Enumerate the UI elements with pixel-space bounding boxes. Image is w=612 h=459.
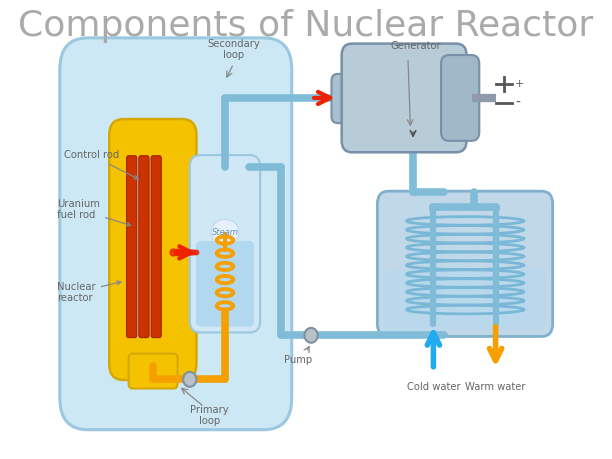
Ellipse shape <box>211 219 239 245</box>
FancyBboxPatch shape <box>341 44 466 152</box>
Text: +: + <box>515 78 524 89</box>
FancyBboxPatch shape <box>139 156 149 338</box>
Text: Primary
loop: Primary loop <box>190 404 228 426</box>
Text: Control rod: Control rod <box>64 150 138 179</box>
Text: Steam: Steam <box>212 228 239 237</box>
FancyBboxPatch shape <box>378 191 553 336</box>
FancyBboxPatch shape <box>332 74 367 123</box>
Text: Cold water: Cold water <box>406 382 460 392</box>
FancyBboxPatch shape <box>441 55 479 141</box>
FancyBboxPatch shape <box>151 156 161 338</box>
Text: Nuclear
reactor: Nuclear reactor <box>58 281 121 303</box>
FancyBboxPatch shape <box>196 241 254 327</box>
Text: Uranium
fuel rod: Uranium fuel rod <box>58 199 131 226</box>
Text: Pump: Pump <box>285 355 312 365</box>
Circle shape <box>305 328 318 343</box>
Text: Components of Nuclear Reactor: Components of Nuclear Reactor <box>18 10 594 44</box>
Text: Secondary
loop: Secondary loop <box>207 39 260 60</box>
FancyBboxPatch shape <box>127 156 137 338</box>
FancyBboxPatch shape <box>129 353 177 388</box>
FancyBboxPatch shape <box>385 269 545 330</box>
FancyBboxPatch shape <box>110 119 196 380</box>
Circle shape <box>183 372 196 387</box>
Text: -: - <box>515 95 520 110</box>
FancyBboxPatch shape <box>190 155 260 332</box>
Text: Warm water: Warm water <box>465 382 526 392</box>
Text: Generator: Generator <box>390 41 441 51</box>
FancyBboxPatch shape <box>60 38 292 430</box>
